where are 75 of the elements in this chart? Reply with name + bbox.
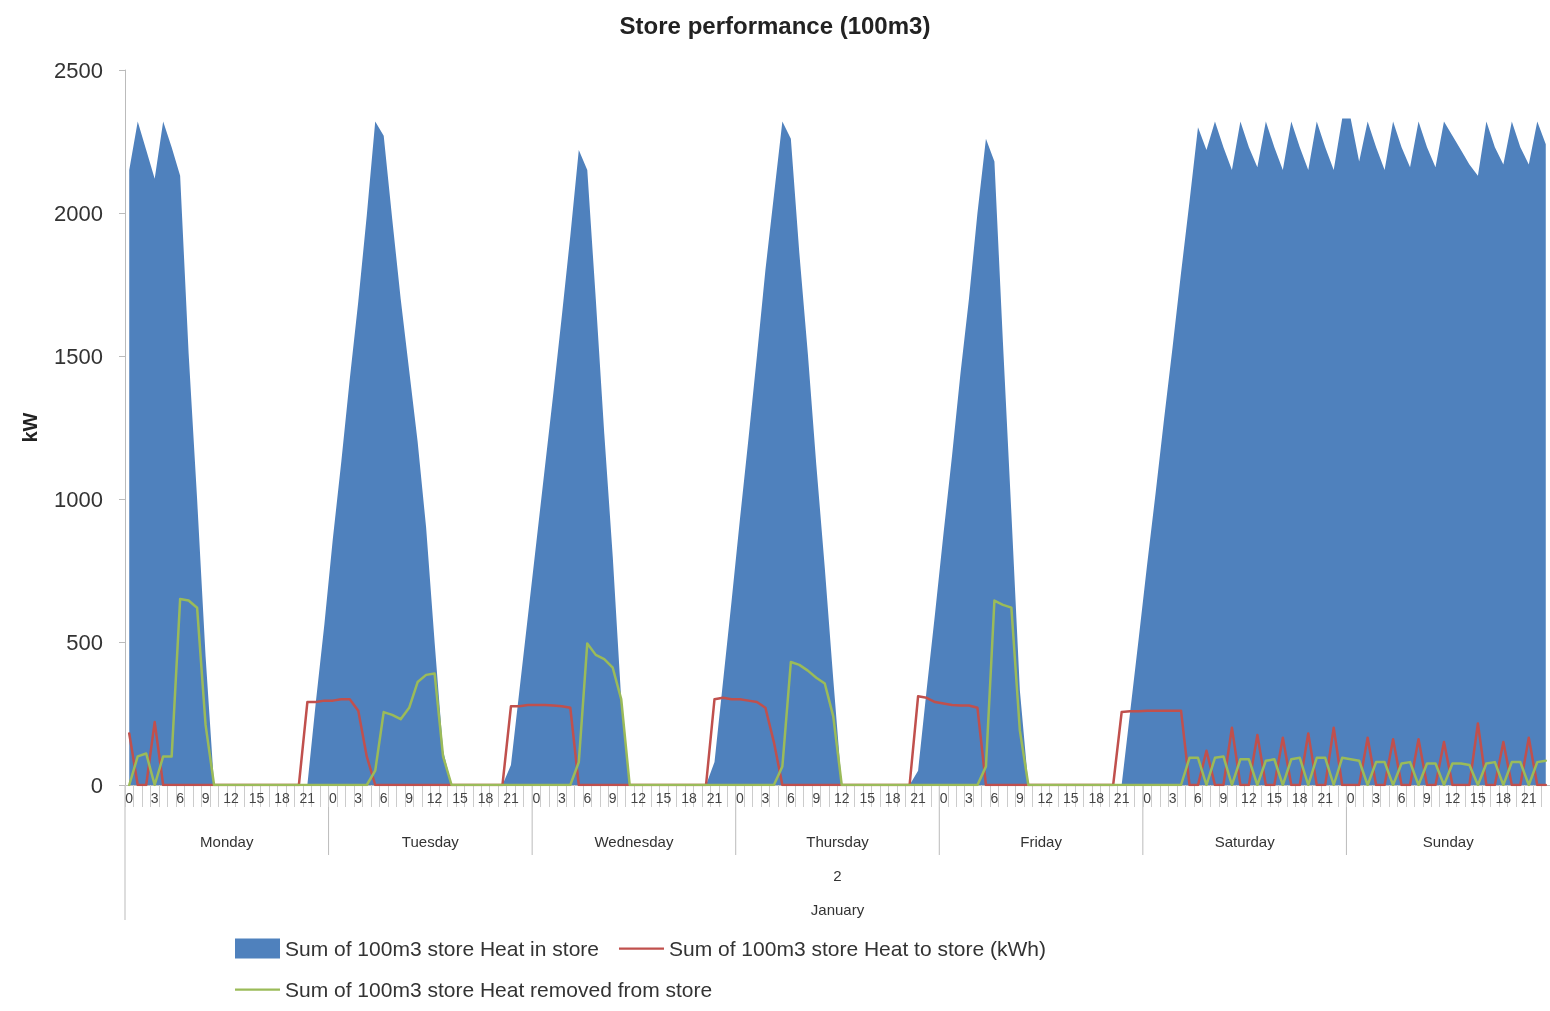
x-tick-label: 21	[1317, 790, 1334, 806]
text: Monday	[200, 832, 254, 850]
x-tick-label: 21	[1521, 790, 1537, 806]
x-tick-label: 12	[223, 790, 240, 806]
text: Thursday	[806, 832, 870, 850]
x-tick-label: 0	[532, 790, 541, 806]
x-tick-label: 12	[630, 790, 647, 806]
x-tick-label: 3	[1168, 790, 1177, 806]
x-tick-label: 6	[990, 790, 999, 806]
x-tick-label: 18	[884, 790, 901, 806]
x-tick-label: 0	[1346, 790, 1355, 806]
x-tick-label: 6	[1397, 790, 1406, 806]
x-tick-label: 21	[910, 790, 927, 806]
x-tick-label: 18	[1088, 790, 1105, 806]
x-tick-label: 15	[655, 790, 672, 806]
x-tick-label: 6	[176, 790, 185, 806]
x-tick-label: 18	[477, 790, 494, 806]
x-tick-label: 12	[833, 790, 850, 806]
x-tick-label: 0	[125, 790, 134, 806]
legend-label: Sum of 100m3 store Heat to store (kWh)	[668, 937, 1046, 960]
x-tick-label: 15	[1266, 790, 1283, 806]
x-tick-label: 9	[1015, 790, 1024, 806]
chart-title: Store performance (100m3)	[619, 11, 931, 39]
y-tick-label: 500	[66, 629, 103, 655]
x-tick-label: 9	[201, 790, 210, 806]
text: Tuesday	[401, 832, 460, 850]
x-tick-label: 18	[1291, 790, 1308, 806]
x-tick-label: 9	[608, 790, 617, 806]
text: Friday	[1020, 832, 1063, 850]
x-tick-label: 15	[859, 790, 876, 806]
x-tick-label: 21	[503, 790, 519, 806]
x-tick-label: 18	[681, 790, 698, 806]
x-tick-label: 0	[1143, 790, 1152, 806]
x-tick-label: 0	[328, 790, 337, 806]
text: Sunday	[1422, 832, 1475, 850]
text: Saturday	[1214, 832, 1276, 850]
text: 2	[833, 866, 842, 884]
x-tick-label: 0	[939, 790, 948, 806]
x-tick-label: 0	[736, 790, 745, 806]
y-tick-label: 1500	[54, 343, 103, 369]
x-tick-label: 15	[248, 790, 265, 806]
x-tick-label: 3	[557, 790, 566, 806]
x-tick-label: 9	[812, 790, 821, 806]
x-tick-label: 6	[583, 790, 592, 806]
y-tick-label: 1000	[54, 486, 103, 512]
x-tick-label: 9	[1219, 790, 1228, 806]
x-tick-label: 18	[274, 790, 290, 806]
x-tick-label: 21	[1113, 790, 1130, 806]
x-tick-label: 12	[1241, 790, 1257, 806]
x-tick-label: 6	[379, 790, 388, 806]
y-axis-title: kW	[19, 412, 41, 443]
x-tick-label: 15	[1470, 790, 1486, 806]
x-tick-label: 6	[786, 790, 795, 806]
text: Wednesday	[594, 832, 674, 850]
x-tick-label: 3	[965, 790, 974, 806]
x-tick-label: 3	[150, 790, 159, 806]
x-tick-label: 12	[1037, 790, 1054, 806]
x-tick-label: 15	[1062, 790, 1079, 806]
x-tick-label: 21	[706, 790, 723, 806]
x-tick-label: 12	[1444, 790, 1461, 806]
x-tick-label: 3	[354, 790, 363, 806]
text: January	[810, 900, 865, 918]
x-tick-label: 12	[426, 790, 443, 806]
x-tick-label: 6	[1194, 790, 1203, 806]
y-tick-label: 2000	[54, 200, 103, 226]
x-tick-label: 9	[405, 790, 414, 806]
x-tick-label: 21	[299, 790, 316, 806]
legend-label: Sum of 100m3 store Heat removed from store	[285, 978, 713, 1001]
x-tick-label: 3	[761, 790, 770, 806]
y-tick-label: 2500	[54, 57, 103, 83]
x-tick-label: 3	[1372, 790, 1381, 806]
legend-label: Sum of 100m3 store Heat in store	[285, 937, 599, 960]
x-tick-label: 18	[1495, 790, 1512, 806]
x-tick-label: 15	[452, 790, 469, 806]
x-tick-label: 9	[1423, 790, 1432, 806]
